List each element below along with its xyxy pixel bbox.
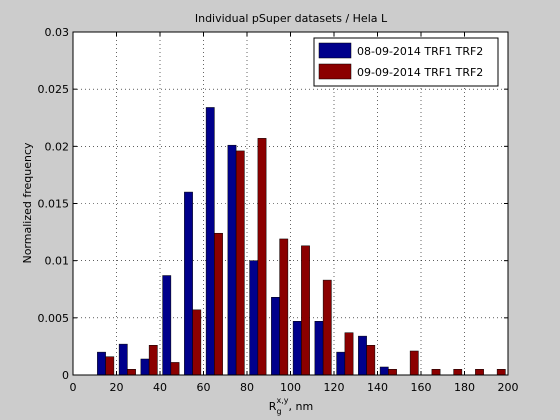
bar [118, 343, 128, 376]
legend-label: 08-09-2014 TRF1 TRF2 [357, 45, 483, 58]
x-tick-label: 20 [110, 381, 124, 394]
bar [336, 351, 346, 376]
bar [271, 297, 280, 376]
bar [344, 332, 354, 376]
bar [162, 275, 172, 376]
bar [409, 350, 419, 376]
bar [292, 321, 302, 376]
y-tick-label: 0.025 [38, 83, 70, 96]
y-axis-label: Normalized frequency [21, 142, 34, 264]
plot-area: 0 20 40 60 80 100 120 140 160 180 200 0 0.005 0.01 0.0… [38, 26, 519, 394]
bar [170, 362, 180, 376]
x-axis-label: Rg x,y, nm [269, 396, 313, 416]
bar [192, 309, 202, 376]
bars [97, 107, 506, 376]
bar [358, 335, 367, 376]
legend-swatch [318, 42, 352, 59]
bar [140, 358, 150, 376]
bar [322, 279, 332, 376]
bar [235, 150, 245, 376]
x-tick-label: 200 [498, 381, 519, 394]
bar [227, 144, 237, 376]
x-tick-label: 0 [70, 381, 77, 394]
bar [249, 260, 259, 376]
bar [105, 356, 115, 376]
bar [379, 366, 389, 376]
legend-swatch [318, 63, 352, 80]
bar [279, 238, 289, 376]
bar [97, 351, 106, 376]
bar [301, 245, 310, 376]
y-tick-label: 0.005 [38, 312, 70, 325]
bar [314, 321, 324, 376]
x-tick-label: 80 [240, 381, 254, 394]
y-tick-label: 0.01 [45, 255, 70, 268]
bar [431, 369, 441, 376]
bar [388, 369, 397, 376]
bar [257, 138, 267, 376]
x-tick-label: 100 [280, 381, 301, 394]
gridlines [73, 32, 508, 375]
x-tick-label: 180 [454, 381, 475, 394]
y-tick-label: 0.015 [38, 198, 70, 211]
bar [184, 191, 193, 376]
x-axis-label-suffix: , nm [289, 400, 314, 413]
legend-label: 09-09-2014 TRF1 TRF2 [357, 66, 483, 79]
x-tick-label: 140 [367, 381, 388, 394]
legend: 08-09-2014 TRF1 TRF2 09-09-2014 TRF1 TRF2 [313, 37, 499, 87]
bar [475, 369, 484, 376]
chart-title: Individual pSuper datasets / Hela L [195, 12, 388, 25]
x-tick-label: 40 [153, 381, 167, 394]
x-tick-label: 60 [197, 381, 211, 394]
bar [496, 369, 506, 376]
y-tick-label: 0 [62, 369, 69, 382]
bar [205, 107, 215, 376]
bar [453, 369, 463, 376]
x-axis-label-main: R [269, 400, 277, 413]
bar [214, 232, 223, 376]
y-tick-label: 0.03 [45, 26, 70, 39]
bar [148, 345, 158, 376]
x-tick-label: 160 [411, 381, 432, 394]
x-axis-label-sub: g [276, 407, 281, 416]
bar [127, 369, 136, 376]
bar [366, 345, 376, 376]
ticks: 0 20 40 60 80 100 120 140 160 180 200 0 0.005 0.01 0.0… [38, 26, 519, 394]
x-axis-label-sup: x,y [277, 396, 289, 405]
y-tick-label: 0.02 [45, 140, 70, 153]
x-tick-label: 120 [324, 381, 345, 394]
